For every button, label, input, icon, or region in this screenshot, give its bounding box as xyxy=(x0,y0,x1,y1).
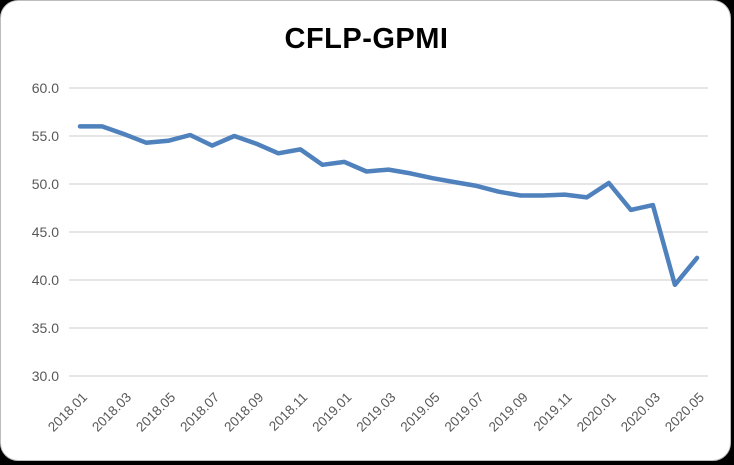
y-axis-tick-label: 30.0 xyxy=(32,368,59,384)
x-axis-tick-label: 2020.01 xyxy=(574,390,619,435)
x-axis-tick-label: 2018.07 xyxy=(177,390,222,435)
y-axis-tick-label: 55.0 xyxy=(32,128,59,144)
x-axis-tick-label: 2019.07 xyxy=(442,390,487,435)
x-axis-tick-label: 2019.11 xyxy=(530,390,574,434)
x-axis-tick-label: 2020.05 xyxy=(662,390,707,435)
x-axis-tick-label: 2018.05 xyxy=(133,390,178,435)
y-axis-tick-label: 60.0 xyxy=(32,80,59,96)
x-axis-tick-label: 2019.05 xyxy=(398,390,443,435)
x-axis-tick-label: 2018.03 xyxy=(89,390,134,435)
x-axis-tick-label: 2018.01 xyxy=(45,390,90,435)
y-axis-tick-label: 50.0 xyxy=(32,176,59,192)
data-series-line xyxy=(77,124,700,288)
y-axis-tick-label: 45.0 xyxy=(32,224,59,240)
x-axis-tick-label: 2020.03 xyxy=(618,390,663,435)
chart-title: CFLP-GPMI xyxy=(284,23,449,55)
x-axis-tick-label: 2018.09 xyxy=(221,390,266,435)
x-axis-tick-label: 2019.03 xyxy=(353,390,398,435)
y-axis-tick-label: 40.0 xyxy=(32,272,59,288)
y-axis-tick-label: 35.0 xyxy=(32,320,59,336)
x-axis-tick-label: 2018.11 xyxy=(266,390,310,434)
x-axis-tick-label: 2019.01 xyxy=(309,390,354,435)
x-axis-tick-label: 2019.09 xyxy=(486,390,531,435)
